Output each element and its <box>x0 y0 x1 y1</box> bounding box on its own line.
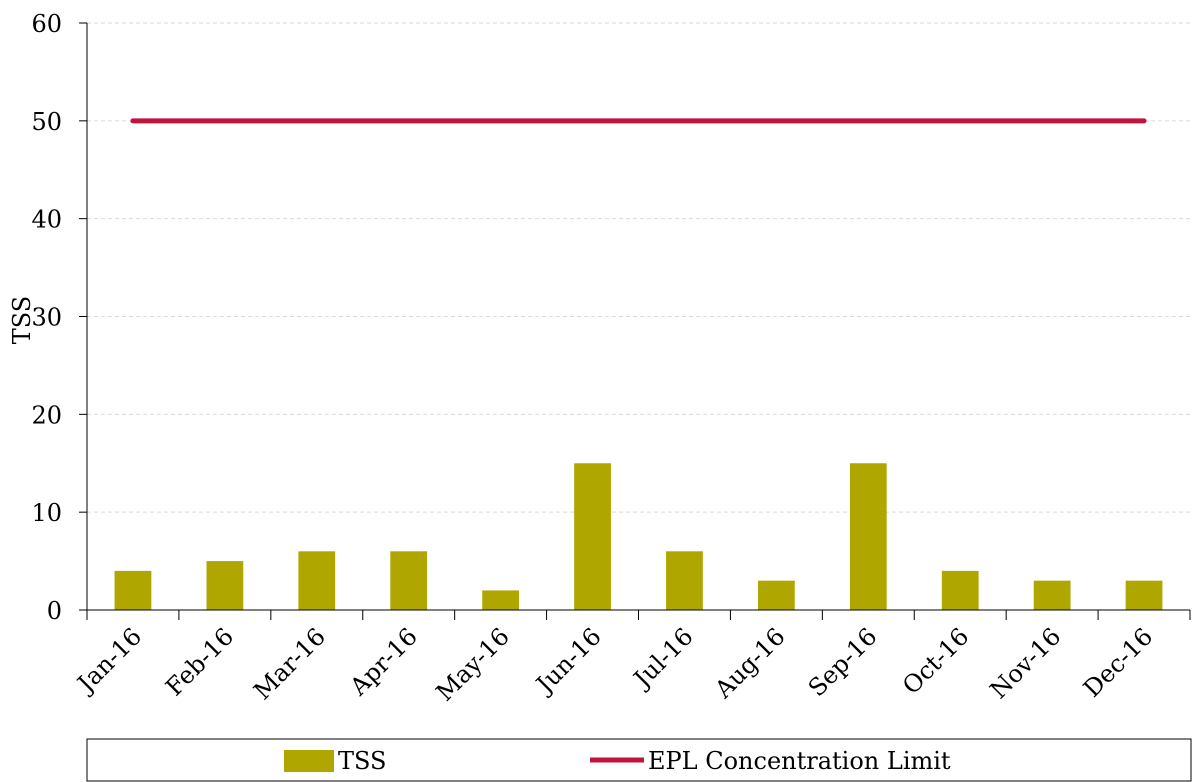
legend-label-tss: TSS <box>338 747 386 775</box>
bar-apr-16 <box>390 551 428 610</box>
bar-aug-16 <box>757 580 795 610</box>
y-tick-label: 0 <box>47 597 62 625</box>
bar-sep-16 <box>849 463 887 610</box>
x-tick-label: May-16 <box>431 622 515 706</box>
bar-nov-16 <box>1033 580 1071 610</box>
y-axis-title: TSS <box>8 296 36 344</box>
y-tick-label: 50 <box>31 108 62 136</box>
bar-feb-16 <box>206 561 244 610</box>
x-tick-label: Sep-16 <box>803 622 883 702</box>
bar-dec-16 <box>1125 580 1163 610</box>
x-tick-label: Aug-16 <box>709 622 791 704</box>
bar-jun-16 <box>574 463 611 610</box>
y-tick-label: 30 <box>31 304 62 332</box>
x-tick-label: Jan-16 <box>70 622 147 699</box>
grid-lines <box>87 22 1190 513</box>
bar-jan-16 <box>114 570 152 610</box>
x-tick-label: Oct-16 <box>897 622 974 699</box>
x-tick-label: Apr-16 <box>344 622 423 701</box>
axes <box>79 22 1191 620</box>
x-tick-label: Nov-16 <box>985 622 1067 704</box>
x-tick-label: Dec-16 <box>1078 622 1158 702</box>
x-tick-label: Jun-16 <box>529 622 607 700</box>
bar-mar-16 <box>298 551 336 610</box>
bar-oct-16 <box>941 570 979 610</box>
y-tick-label: 10 <box>31 499 62 527</box>
y-tick-label: 20 <box>31 401 62 429</box>
y-tick-labels: 0 10 20 30 40 50 60 <box>31 10 62 625</box>
legend: TSS EPL Concentration Limit <box>86 738 1192 782</box>
x-tick-label: Jul-16 <box>626 622 698 694</box>
x-tick-label: Mar-16 <box>248 622 331 705</box>
y-tick-label: 40 <box>31 206 62 234</box>
bar-jul-16 <box>666 551 703 610</box>
legend-swatch-tss <box>284 750 334 772</box>
y-tick-label: 60 <box>31 10 62 38</box>
bars <box>114 463 1163 610</box>
bar-may-16 <box>482 590 520 610</box>
x-tick-label: Feb-16 <box>160 622 239 701</box>
x-tick-labels: Jan-16 Feb-16 Mar-16 Apr-16 May-16 Jun-16 Jul-… <box>70 622 1158 706</box>
legend-label-limit: EPL Concentration Limit <box>648 747 951 775</box>
